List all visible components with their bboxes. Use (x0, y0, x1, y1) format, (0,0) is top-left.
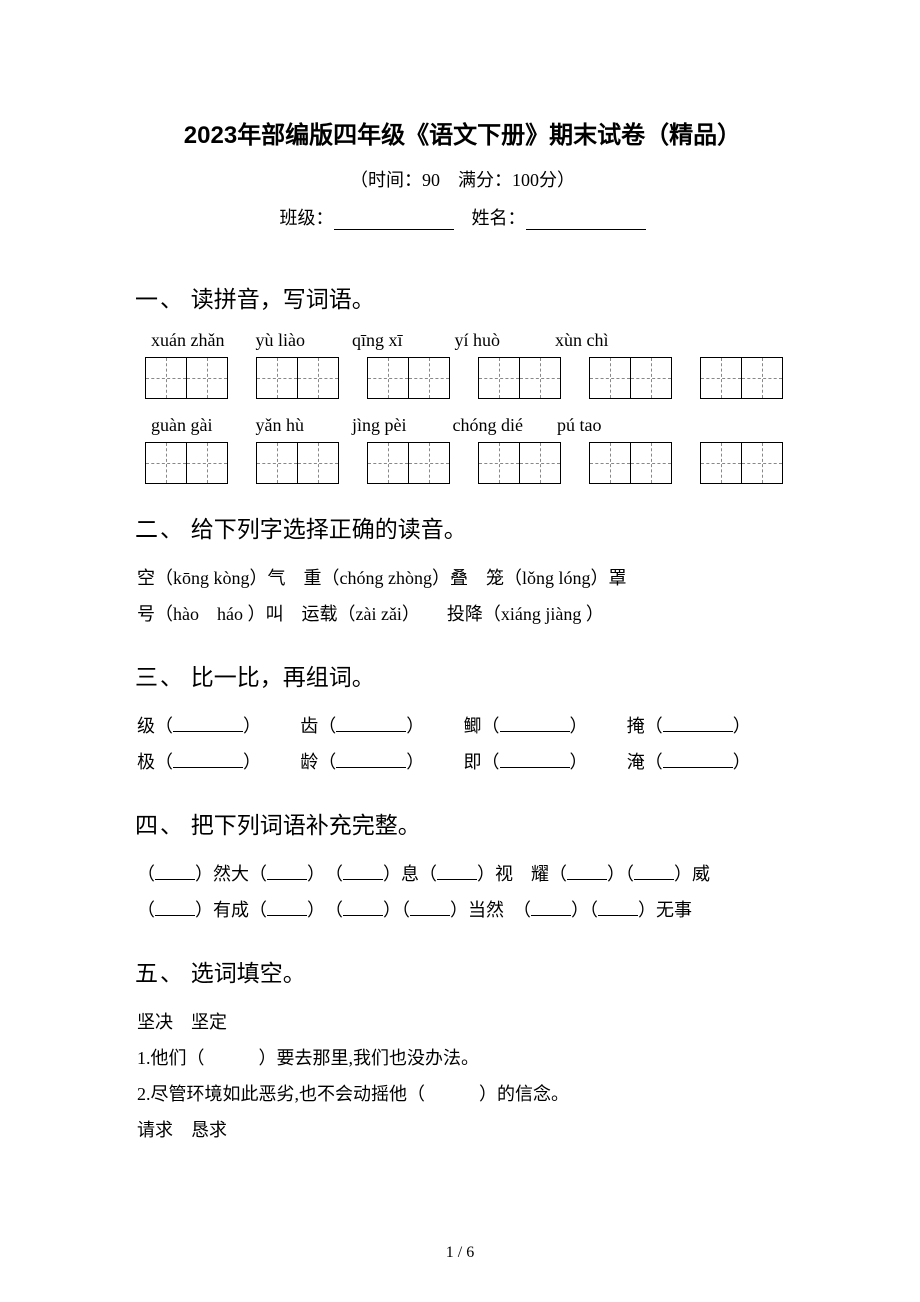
char-box-pair[interactable] (700, 357, 783, 399)
char-box-pair[interactable] (256, 357, 339, 399)
answer-blank[interactable] (598, 899, 638, 916)
boxes-row-1 (145, 357, 790, 399)
answer-blank[interactable] (634, 863, 674, 880)
char: 即 (464, 752, 482, 772)
char-box-pair[interactable] (145, 442, 228, 484)
section-1-head: 一、 读拼音，写词语。 (135, 280, 790, 314)
answer-blank[interactable] (500, 715, 570, 732)
char-box-pair[interactable] (367, 357, 450, 399)
section-num: 五、 (135, 961, 185, 986)
answer-blank[interactable] (336, 715, 406, 732)
s5-pair-2: 请求 恳求 (137, 1112, 790, 1148)
char-box-pair[interactable] (478, 442, 561, 484)
section-2-head: 二、 给下列字选择正确的读音。 (135, 510, 790, 544)
section-num: 四、 (135, 813, 185, 838)
pinyin: guàn gài (151, 415, 251, 436)
answer-blank[interactable] (336, 751, 406, 768)
pinyin: yǎn hù (256, 415, 348, 436)
s2-line-2: 号（hào háo ）叫 运载（zài zǎi） 投降（xiáng jiàng … (137, 596, 790, 632)
char-box-pair[interactable] (145, 357, 228, 399)
char: 级 (137, 716, 155, 736)
page-number: 1 / 6 (0, 1244, 920, 1262)
section-5-head: 五、 选词填空。 (135, 954, 790, 988)
section-num: 一、 (135, 287, 185, 312)
char: 淹 (627, 752, 645, 772)
char-box-pair[interactable] (589, 442, 672, 484)
name-label: 姓名： (472, 208, 526, 228)
pinyin: xùn chì (555, 330, 609, 351)
s3-row-2: 极（） 龄（） 即（） 淹（） (137, 744, 790, 780)
answer-blank[interactable] (663, 715, 733, 732)
section-num: 二、 (135, 517, 185, 542)
pinyin: yù liào (256, 330, 348, 351)
section-title: 给下列字选择正确的读音。 (191, 517, 467, 542)
char: 掩 (627, 716, 645, 736)
char: 鲫 (464, 716, 482, 736)
answer-blank[interactable] (267, 899, 307, 916)
answer-blank[interactable] (500, 751, 570, 768)
pinyin: qīng xī (352, 330, 450, 351)
char: 极 (137, 752, 155, 772)
answer-blank[interactable] (410, 899, 450, 916)
s4-line-2: （）有成（） （）（）当然 （）（）无事 (137, 892, 790, 928)
s5-q1: 1.他们（ ）要去那里,我们也没办法。 (137, 1040, 790, 1076)
s2-line-1: 空（kōng kòng）气 重（chóng zhòng）叠 笼（lǒng lón… (137, 560, 790, 596)
answer-blank[interactable] (437, 863, 477, 880)
char: 龄 (300, 752, 318, 772)
answer-blank[interactable] (531, 899, 571, 916)
char-box-pair[interactable] (478, 357, 561, 399)
answer-blank[interactable] (343, 899, 383, 916)
page-title: 2023年部编版四年级《语文下册》期末试卷（精品） (135, 115, 790, 150)
answer-blank[interactable] (567, 863, 607, 880)
answer-blank[interactable] (343, 863, 383, 880)
pinyin: chóng dié (453, 415, 553, 436)
answer-blank[interactable] (173, 751, 243, 768)
student-info-line: 班级： 姓名： (135, 204, 790, 230)
s5-pair-1: 坚决 坚定 (137, 1004, 790, 1040)
char-box-pair[interactable] (367, 442, 450, 484)
pinyin: pú tao (557, 415, 602, 436)
pinyin-row-2: guàn gài yǎn hù jìng pèi chóng dié pú ta… (151, 415, 790, 436)
char: 齿 (300, 716, 318, 736)
name-blank[interactable] (526, 211, 646, 230)
page-subtitle: （时间：90 满分：100分） (135, 166, 790, 192)
exam-page: 2023年部编版四年级《语文下册》期末试卷（精品） （时间：90 满分：100分… (0, 0, 920, 1302)
pinyin: yí huò (455, 330, 551, 351)
pinyin-row-1: xuán zhǎn yù liào qīng xī yí huò xùn chì (151, 330, 790, 351)
boxes-row-2 (145, 442, 790, 484)
section-title: 选词填空。 (191, 961, 306, 986)
pinyin: jìng pèi (352, 415, 448, 436)
pinyin: xuán zhǎn (151, 330, 251, 351)
answer-blank[interactable] (173, 715, 243, 732)
section-title: 把下列词语补充完整。 (191, 813, 421, 838)
section-title: 比一比，再组词。 (191, 665, 375, 690)
answer-blank[interactable] (155, 899, 195, 916)
s3-row-1: 级（） 齿（） 鲫（） 掩（） (137, 708, 790, 744)
answer-blank[interactable] (267, 863, 307, 880)
char-box-pair[interactable] (256, 442, 339, 484)
answer-blank[interactable] (663, 751, 733, 768)
class-blank[interactable] (334, 211, 454, 230)
section-num: 三、 (135, 665, 185, 690)
section-4-head: 四、 把下列词语补充完整。 (135, 806, 790, 840)
char-box-pair[interactable] (589, 357, 672, 399)
answer-blank[interactable] (155, 863, 195, 880)
char-box-pair[interactable] (700, 442, 783, 484)
class-label: 班级： (280, 208, 334, 228)
s5-q2: 2.尽管环境如此恶劣,也不会动摇他（ ）的信念。 (137, 1076, 790, 1112)
section-3-head: 三、 比一比，再组词。 (135, 658, 790, 692)
section-title: 读拼音，写词语。 (191, 287, 375, 312)
s4-line-1: （）然大（） （）息（）视 耀（）（）威 (137, 856, 790, 892)
